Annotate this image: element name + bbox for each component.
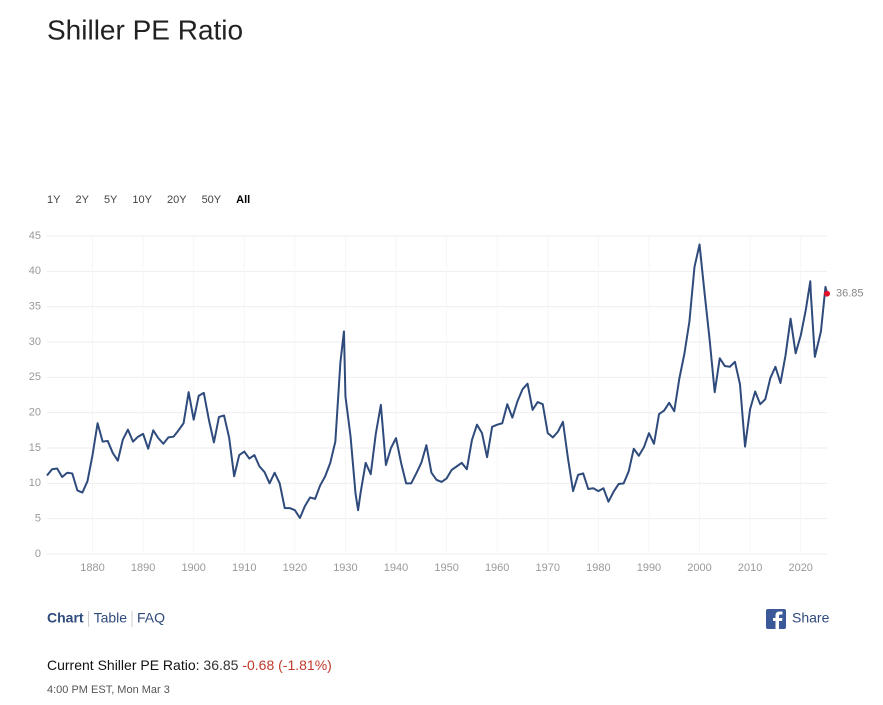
last-point bbox=[824, 290, 830, 297]
last-value-label: 36.85 bbox=[836, 287, 864, 299]
x-tick-label: 1900 bbox=[181, 562, 205, 574]
x-tick-label: 1990 bbox=[637, 562, 661, 574]
range-button[interactable]: 5Y bbox=[104, 194, 118, 206]
x-tick-label: 1880 bbox=[80, 562, 104, 574]
x-tick-label: 1910 bbox=[232, 562, 256, 574]
range-button[interactable]: 20Y bbox=[167, 194, 187, 206]
tab[interactable]: Chart bbox=[47, 610, 84, 626]
chart-title: Shiller PE Ratio bbox=[47, 14, 243, 45]
current-label: Current Shiller PE Ratio: bbox=[47, 657, 200, 673]
range-button[interactable]: 1Y bbox=[47, 194, 61, 206]
y-tick-label: 20 bbox=[29, 407, 41, 419]
y-tick-label: 15 bbox=[29, 442, 41, 454]
tab[interactable]: Table bbox=[94, 610, 128, 626]
y-tick-label: 5 bbox=[35, 513, 41, 525]
x-tick-label: 2010 bbox=[738, 562, 762, 574]
range-button[interactable]: 50Y bbox=[202, 194, 222, 206]
x-tick-label: 1980 bbox=[586, 562, 610, 574]
x-tick-label: 2000 bbox=[687, 562, 711, 574]
y-tick-label: 10 bbox=[29, 477, 41, 489]
current-time: 4:00 PM EST, Mon Mar 3 bbox=[47, 684, 170, 696]
x-tick-label: 1950 bbox=[434, 562, 458, 574]
x-tick-label: 1920 bbox=[283, 562, 307, 574]
current-change: -0.68 (-1.81%) bbox=[242, 657, 331, 673]
current-value: 36.85 bbox=[203, 657, 238, 673]
tab[interactable]: FAQ bbox=[137, 610, 165, 626]
range-button[interactable]: All bbox=[236, 194, 250, 206]
y-tick-label: 25 bbox=[29, 371, 41, 383]
y-tick-label: 40 bbox=[29, 265, 41, 277]
y-tick-label: 35 bbox=[29, 301, 41, 313]
y-tick-label: 30 bbox=[29, 336, 41, 348]
x-tick-label: 1960 bbox=[485, 562, 509, 574]
y-tick-label: 0 bbox=[35, 548, 41, 560]
x-tick-label: 1970 bbox=[536, 562, 560, 574]
range-button[interactable]: 10Y bbox=[132, 194, 152, 206]
facebook-f bbox=[773, 611, 783, 629]
x-tick-label: 2020 bbox=[788, 562, 812, 574]
series-line bbox=[46, 243, 828, 519]
x-tick-label: 1940 bbox=[384, 562, 408, 574]
y-tick-label: 45 bbox=[29, 230, 41, 242]
x-tick-label: 1930 bbox=[333, 562, 357, 574]
current-line: Current Shiller PE Ratio: 36.85 -0.68 (-… bbox=[47, 657, 332, 673]
x-tick-label: 1890 bbox=[131, 562, 155, 574]
share-link[interactable]: Share bbox=[792, 610, 830, 626]
range-button[interactable]: 2Y bbox=[75, 194, 89, 206]
